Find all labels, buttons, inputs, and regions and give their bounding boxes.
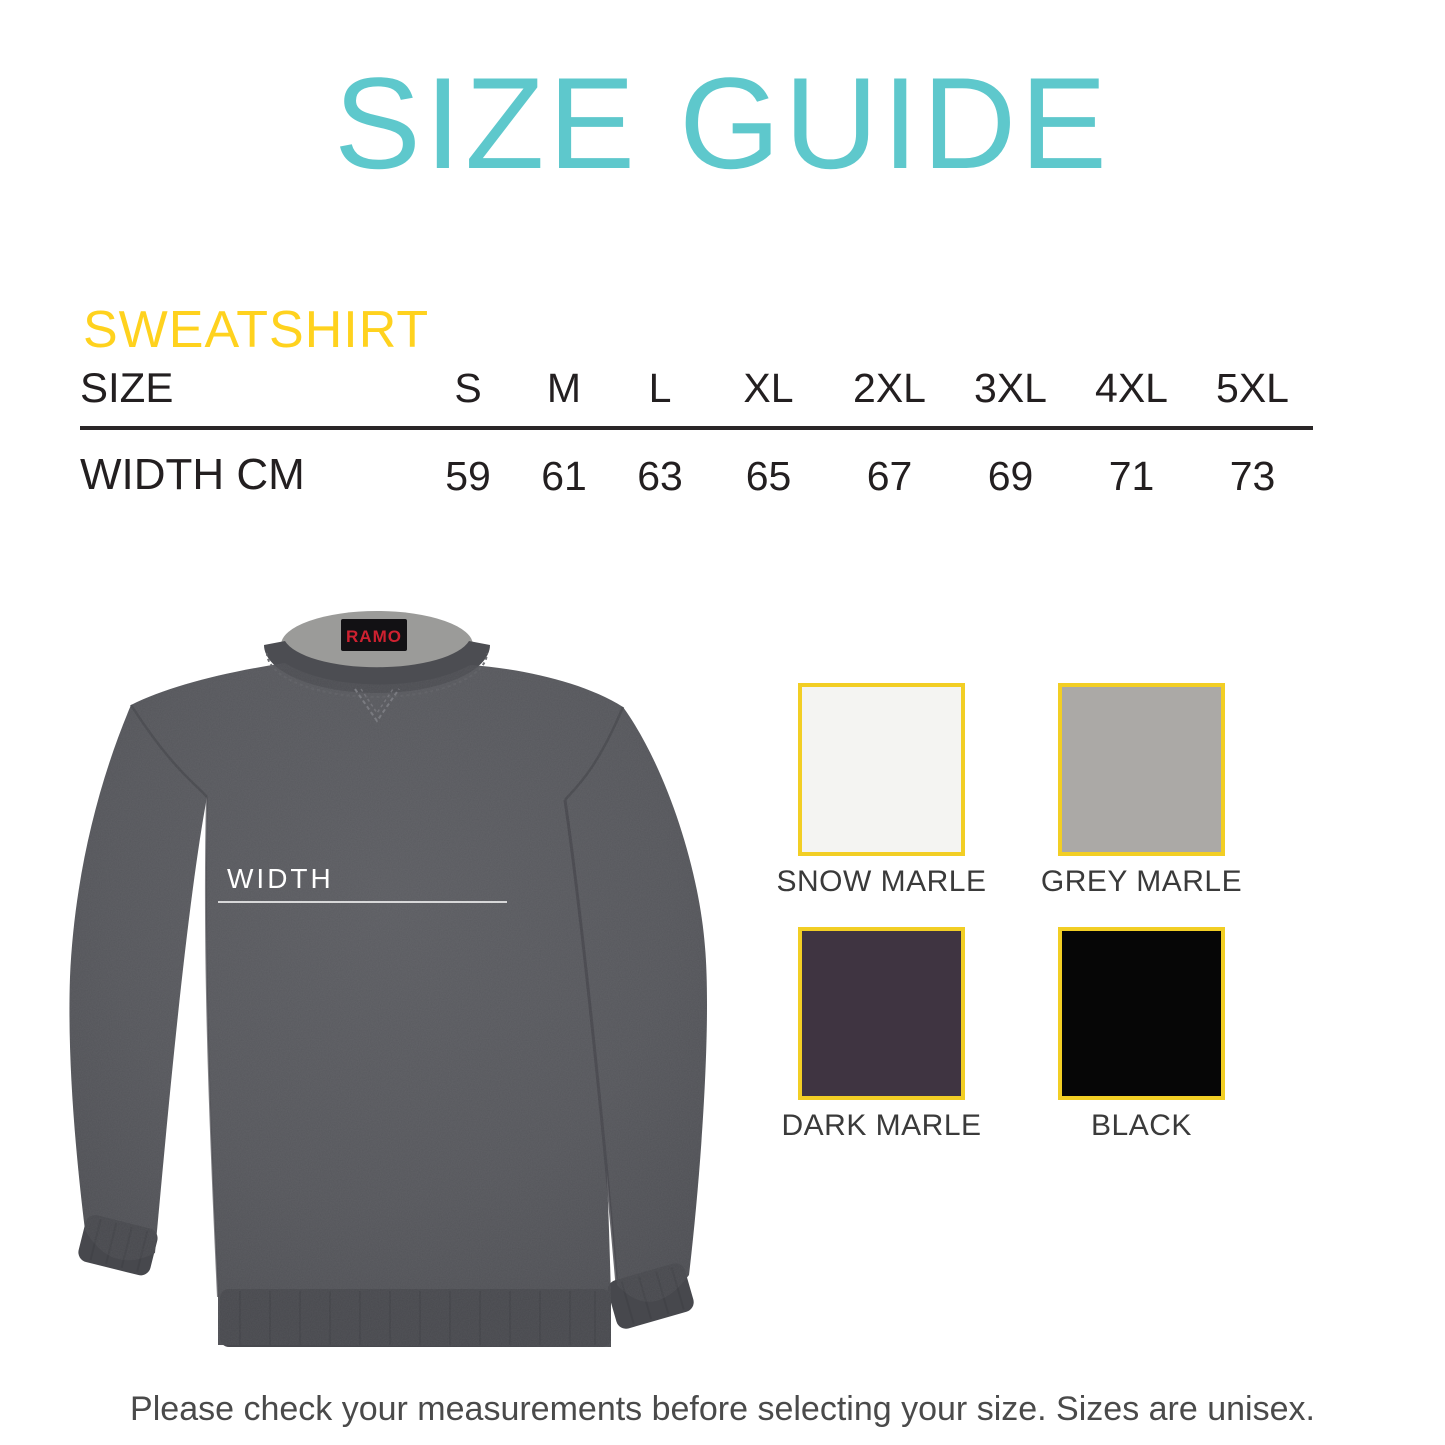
swatch-snow-marle: SNOW MARLE: [776, 683, 986, 897]
brand-tag-label: RAMO: [346, 627, 402, 646]
size-table-header-row: SIZE S M L XL 2XL 3XL 4XL 5XL: [80, 364, 1313, 426]
size-col-4xl: 4XL: [1095, 365, 1168, 411]
snow-marle-tile: [798, 683, 965, 856]
swatch-dark-marle: DARK MARLE: [781, 927, 981, 1141]
size-col-m: M: [546, 365, 582, 411]
black-tile: [1058, 927, 1225, 1100]
brand-tag: RAMO: [341, 619, 407, 651]
product-heading: SWEATSHIRT: [83, 301, 430, 359]
size-col-2xl: 2XL: [853, 365, 926, 411]
dark-marle-tile: [798, 927, 965, 1100]
width-cm-label: WIDTH CM: [80, 450, 305, 499]
size-col-s: S: [454, 365, 482, 411]
grey-marle-tile: [1058, 683, 1225, 856]
width-2xl: 67: [866, 453, 913, 499]
width-xl: 65: [745, 453, 792, 499]
width-measurement: WIDTH: [218, 863, 507, 903]
swatch-black: BLACK: [1058, 927, 1225, 1141]
size-col-l: L: [648, 365, 672, 411]
swatch-grey-marle: GREY MARLE: [1041, 683, 1242, 897]
width-s: 59: [445, 453, 491, 499]
size-header-label: SIZE: [80, 364, 174, 411]
swatch-label: GREY MARLE: [1040, 865, 1243, 898]
page-title: SIZE GUIDE: [334, 50, 1111, 196]
width-3xl: 69: [987, 453, 1034, 499]
size-col-3xl: 3XL: [974, 365, 1047, 411]
width-l: 63: [637, 453, 683, 499]
size-col-xl: XL: [743, 365, 794, 411]
width-measurement-label: WIDTH: [227, 863, 334, 894]
table-divider: [80, 426, 1313, 430]
swatch-label: DARK MARLE: [781, 1109, 982, 1142]
width-5xl: 73: [1229, 453, 1276, 499]
sweatshirt-photo: RAMO: [55, 585, 735, 1375]
swatch-label: SNOW MARLE: [776, 865, 987, 898]
colour-swatches: SNOW MARLE GREY MARLE DARK MARLE BLACK: [776, 683, 1242, 1141]
width-cm-row: WIDTH CM 59 61 63 65 67 69 71 73: [80, 430, 1313, 500]
swatch-label: BLACK: [1091, 1109, 1192, 1142]
size-col-5xl: 5XL: [1216, 365, 1289, 411]
footer-note: Please check your measurements before se…: [130, 1390, 1315, 1428]
width-4xl: 71: [1108, 453, 1155, 499]
size-table: SIZE S M L XL 2XL 3XL 4XL 5XL WIDTH CM 5…: [80, 364, 1313, 500]
width-m: 61: [541, 453, 587, 499]
